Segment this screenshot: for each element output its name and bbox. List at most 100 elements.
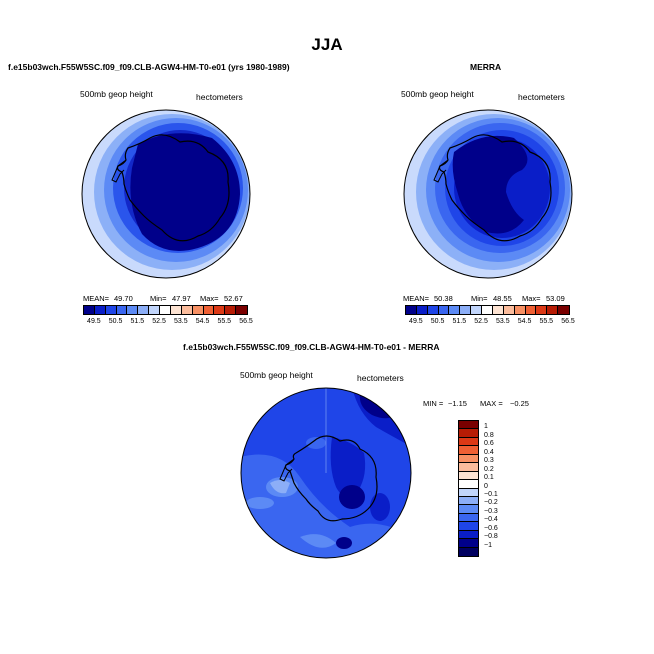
left-panel-subtitle: f.e15b03wch.F55W5SC.f09_f09.CLB-AGW4-HM-… <box>8 62 290 72</box>
colorbar-tick-label: 0.3 <box>484 457 494 465</box>
diff-variable-label: 500mb geop height <box>240 370 313 380</box>
colorbar-swatch <box>482 306 493 314</box>
colorbar-tick-label: 54.5 <box>195 318 210 325</box>
colorbar-tick-label: 55.5 <box>539 318 554 325</box>
colorbar-swatch <box>84 306 95 314</box>
colorbar-tick-label: 51.5 <box>452 318 467 325</box>
diff-units-label: hectometers <box>357 373 404 383</box>
colorbar-swatch <box>105 306 117 314</box>
right-colorbar <box>405 305 570 315</box>
right-mean-value: 50.38 <box>434 294 453 303</box>
colorbar-swatch <box>536 306 548 314</box>
right-panel-subtitle: MERRA <box>470 62 502 72</box>
left-colorbar-ticks: 49.5 50.5 51.5 52.5 53.5 54.5 55.5 56.5 <box>83 318 253 328</box>
colorbar-tick-label: 54.5 <box>517 318 532 325</box>
colorbar-tick-label: −0.2 <box>484 499 498 507</box>
colorbar-swatch <box>149 306 161 314</box>
colorbar-swatch <box>438 306 450 314</box>
diff-polar-map <box>240 387 412 559</box>
left-variable-label: 500mb geop height <box>80 89 153 99</box>
colorbar-tick-label: −0.1 <box>484 490 498 498</box>
colorbar-swatch <box>170 306 182 314</box>
colorbar-swatch <box>525 306 537 314</box>
colorbar-tick-label: 0.4 <box>484 448 494 456</box>
right-min-value: 48.55 <box>493 294 512 303</box>
colorbar-swatch <box>492 306 504 314</box>
colorbar-swatch <box>236 306 247 314</box>
colorbar-tick-label: −0.3 <box>484 507 498 515</box>
colorbar-swatch <box>138 306 150 314</box>
colorbar-swatch <box>459 539 478 548</box>
colorbar-swatch <box>203 306 215 314</box>
colorbar-swatch <box>160 306 171 314</box>
colorbar-swatch <box>459 471 478 481</box>
colorbar-tick-label: 52.5 <box>152 318 166 325</box>
colorbar-swatch <box>459 463 478 472</box>
colorbar-tick-label: 50.5 <box>430 318 445 325</box>
colorbar-swatch <box>459 505 478 514</box>
colorbar-tick-label: 0.2 <box>484 465 494 473</box>
colorbar-tick-label: −0.4 <box>484 516 498 524</box>
left-mean-value: 49.70 <box>114 294 133 303</box>
colorbar-swatch <box>225 306 237 314</box>
colorbar-tick-label: 0.6 <box>484 440 494 448</box>
colorbar-swatch <box>406 306 417 314</box>
diff-min-label: MIN = <box>423 399 444 408</box>
right-min-label: Min= <box>471 294 488 303</box>
colorbar-swatch <box>459 446 478 455</box>
colorbar-tick-label: 50.5 <box>108 318 123 325</box>
diff-min-value: −1.15 <box>448 399 467 408</box>
colorbar-swatch <box>416 306 428 314</box>
colorbar-tick-label: 0.1 <box>484 474 494 482</box>
right-max-label: Max= <box>522 294 541 303</box>
colorbar-swatch <box>94 306 106 314</box>
colorbar-tick-label: 0 <box>484 482 488 490</box>
colorbar-swatch <box>116 306 128 314</box>
colorbar-tick-label: 56.5 <box>239 318 253 325</box>
right-units-label: hectometers <box>518 92 565 102</box>
colorbar-tick-label: 1 <box>484 423 488 431</box>
colorbar-tick-label: 55.5 <box>217 318 232 325</box>
colorbar-swatch <box>427 306 439 314</box>
left-units-label: hectometers <box>196 92 243 102</box>
colorbar-tick-label: 0.8 <box>484 431 494 439</box>
colorbar-swatch <box>181 306 193 314</box>
left-min-label: Min= <box>150 294 167 303</box>
colorbar-swatch <box>459 421 478 430</box>
colorbar-tick-label: 49.5 <box>409 318 423 325</box>
right-colorbar-ticks: 49.5 50.5 51.5 52.5 53.5 54.5 55.5 56.5 <box>405 318 575 328</box>
right-max-value: 53.09 <box>546 294 565 303</box>
colorbar-swatch <box>460 306 472 314</box>
colorbar-swatch <box>214 306 226 314</box>
diff-panel-subtitle: f.e15b03wch.F55W5SC.f09_f09.CLB-AGW4-HM-… <box>183 342 440 352</box>
colorbar-swatch <box>459 496 478 506</box>
colorbar-swatch <box>459 454 478 464</box>
colorbar-tick-label: 53.5 <box>495 318 510 325</box>
colorbar-tick-label: 53.5 <box>173 318 188 325</box>
left-max-value: 52.67 <box>224 294 243 303</box>
colorbar-tick-label: −1 <box>484 541 492 549</box>
colorbar-tick-label: −0.6 <box>484 524 498 532</box>
colorbar-tick-label: 56.5 <box>561 318 575 325</box>
colorbar-swatch <box>459 488 478 497</box>
colorbar-swatch <box>459 522 478 531</box>
colorbar-tick-label: −0.8 <box>484 533 498 541</box>
colorbar-swatch <box>459 429 478 438</box>
colorbar-tick-label: 52.5 <box>474 318 488 325</box>
diff-max-value: −0.25 <box>510 399 529 408</box>
colorbar-swatch <box>192 306 204 314</box>
diff-colorbar <box>458 420 479 557</box>
colorbar-swatch <box>503 306 515 314</box>
main-title: JJA <box>311 35 343 54</box>
colorbar-swatch <box>127 306 139 314</box>
left-colorbar <box>83 305 248 315</box>
colorbar-swatch <box>459 437 478 447</box>
left-min-value: 47.97 <box>172 294 191 303</box>
right-mean-label: MEAN= <box>403 294 430 303</box>
left-mean-label: MEAN= <box>83 294 110 303</box>
colorbar-swatch <box>449 306 461 314</box>
colorbar-swatch <box>558 306 569 314</box>
colorbar-swatch <box>459 480 478 489</box>
left-polar-map <box>81 109 251 279</box>
colorbar-tick-label: 51.5 <box>130 318 145 325</box>
